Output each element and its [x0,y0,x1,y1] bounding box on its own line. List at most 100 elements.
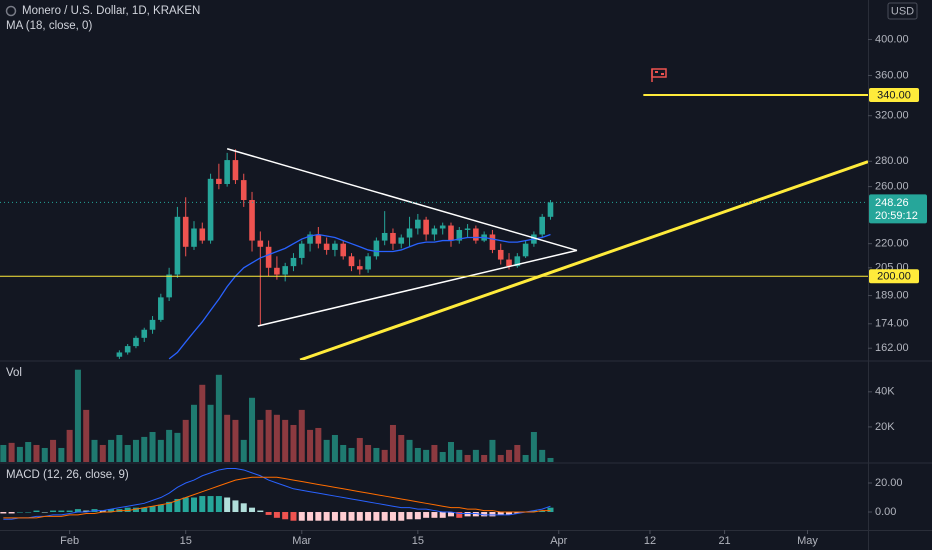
macd-histogram-bar [464,512,471,517]
candle-body [174,216,181,275]
y-tick-label: 320.00 [875,110,909,122]
volume-bar [190,404,197,462]
volume-bar [108,439,115,462]
macd-histogram-bar [132,507,139,513]
trendline [299,160,868,360]
y-tick-label: 40K [875,386,895,398]
candle-body [365,256,371,270]
currency-label[interactable]: USD [891,5,914,17]
currency-button[interactable] [887,2,918,20]
moving-average [168,233,551,360]
volume-bar [265,409,272,462]
volume-bar [506,449,513,462]
macd-histogram-bar [16,512,23,513]
volume-bar [439,452,446,462]
candle-body [257,240,264,247]
macd-histogram-bar [249,507,256,513]
macd-histogram-bar [398,512,405,521]
ma-legend: MA (18, close, 0) [6,20,92,32]
volume-bar [530,432,537,462]
candle-body [439,225,446,229]
candle-body [340,243,347,257]
level-label-box [869,269,919,284]
pane [0,369,554,462]
candle-body [373,240,380,257]
macd-histogram-bar [323,512,330,521]
candle-body [415,219,421,229]
candle-body [315,234,322,244]
volume-bar [273,414,280,462]
macd-histogram-bar [232,500,239,513]
macd-line [3,467,551,520]
volume-bar [381,449,388,462]
volume-bar [323,439,330,462]
volume-bar [373,447,380,462]
macd-histogram-bar [174,498,181,513]
candle-body [166,274,172,298]
volume-bar [215,374,222,462]
volume-bar [182,419,189,462]
macd-histogram-bar [257,510,264,513]
volume-bar [257,419,264,462]
last-price-label: 248.26 [875,197,909,209]
macd-histogram-bar [224,497,231,513]
candle-body [448,225,454,241]
macd-histogram-bar [41,512,48,513]
x-tick-label: Apr [550,535,567,547]
macd-histogram-bar [290,512,297,521]
macd-histogram-bar [307,512,314,521]
macd-histogram-bar [298,512,305,521]
volume-bar [497,454,504,462]
volume-bar [348,447,355,462]
last-price-box [869,194,927,224]
macd-histogram-bar [456,512,463,518]
volume-bar [249,397,256,462]
candle-body [224,160,230,184]
volume-bar [74,369,81,462]
macd-histogram-bar [547,507,554,513]
candle-body [431,228,438,235]
volume-bar [240,439,247,462]
volume-bar [481,454,488,462]
macd-histogram-bar [472,512,479,517]
macd-histogram-bar [50,510,57,513]
volume-bar [83,409,90,462]
candle-body [489,234,496,250]
candle-body [133,337,139,347]
candle-body [207,178,214,241]
candle-body [357,266,363,270]
candle-body [323,243,330,250]
y-tick-label: 189.00 [875,289,909,301]
candle-body [158,297,164,320]
candle-body [249,200,255,241]
candle-body [116,352,123,357]
volume-bar [224,414,231,462]
macd-histogram-bar [348,512,355,521]
pane [0,467,554,521]
volume-bar [157,439,164,462]
candle-body [547,202,554,217]
flag-icon [651,68,667,82]
macd-histogram-bar [282,512,289,520]
volume-bar [41,447,48,462]
volume-bar [25,442,32,462]
volume-legend: Vol [6,367,22,379]
macd-histogram-bar [124,507,131,513]
candle-body [298,243,305,258]
macd-histogram-bar [265,512,272,515]
macd-histogram-bar [489,512,496,517]
y-tick-label: 400.00 [875,33,909,45]
macd-histogram-bar [66,510,73,513]
candle-body [265,246,272,268]
status-icon [5,5,17,17]
volume-bar [0,444,7,462]
macd-histogram-bar [74,509,81,513]
volume-bar [340,444,347,462]
macd-histogram-bar [215,496,222,513]
macd-histogram-bar [190,497,197,513]
y-tick-label: 0.00 [875,506,896,518]
macd-histogram-bar [108,509,115,513]
y-tick-label: 20.00 [875,477,903,489]
x-tick-label: May [797,535,818,547]
candle-body [232,160,239,181]
